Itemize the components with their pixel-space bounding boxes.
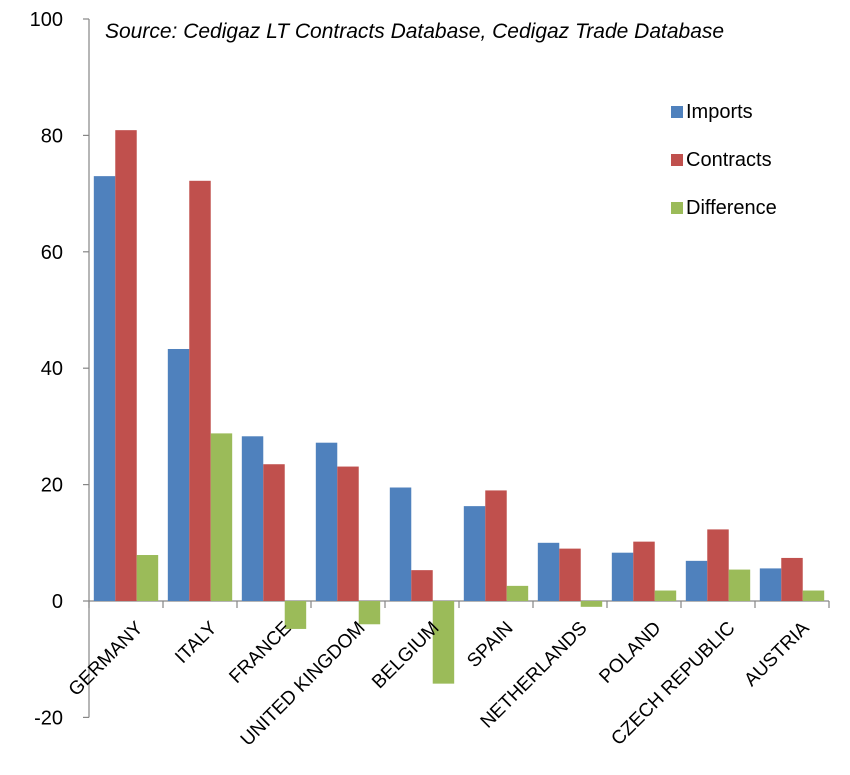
y-tick-label: 20 (41, 475, 63, 497)
bar-imports-spain (463, 506, 486, 601)
x-category-label: FRANCE (225, 618, 295, 688)
bars-layer (93, 130, 825, 684)
bar-contracts-germany (115, 130, 137, 602)
x-category-label: GERMANY (65, 617, 148, 700)
bar-difference-poland (654, 590, 677, 601)
bar-contracts-spain (485, 490, 507, 601)
legend-label-difference: Difference (686, 197, 777, 219)
bar-difference-austria (802, 590, 825, 601)
bar-imports-poland (611, 552, 634, 601)
bar-imports-netherlands (537, 542, 560, 601)
bar-contracts-czech-republic (707, 529, 729, 601)
x-category-label: AUSTRIA (740, 617, 813, 690)
bar-imports-czech-republic (685, 560, 708, 601)
y-tick-label: 100 (30, 9, 63, 31)
bar-contracts-italy (189, 180, 211, 601)
bar-imports-france (241, 436, 264, 601)
bar-contracts-united-kingdom (337, 466, 359, 601)
bar-contracts-netherlands (559, 548, 581, 601)
bar-contracts-belgium (411, 570, 433, 601)
legend-swatch-difference (671, 202, 683, 214)
x-category-label: BELGIUM (368, 618, 443, 693)
bar-difference-france (284, 601, 307, 629)
bar-difference-spain (506, 585, 529, 601)
bar-imports-united-kingdom (315, 442, 338, 601)
y-tick-label: 40 (41, 358, 63, 380)
bar-imports-austria (759, 568, 782, 601)
bar-imports-germany (93, 176, 116, 601)
source-note: Source: Cedigaz LT Contracts Database, C… (105, 20, 724, 43)
bar-difference-germany (136, 555, 159, 601)
legend-label-contracts: Contracts (686, 149, 772, 171)
legend: Imports Contracts Difference (671, 101, 777, 219)
bar-contracts-poland (633, 541, 655, 601)
y-tick-label: 60 (41, 242, 63, 264)
x-category-label: CZECH REPUBLIC (607, 618, 739, 750)
x-category-label: POLAND (595, 618, 665, 688)
bar-contracts-france (263, 464, 285, 601)
bar-difference-italy (210, 433, 233, 601)
bar-difference-united-kingdom (358, 601, 381, 625)
legend-swatch-imports (671, 106, 683, 118)
y-tick-label: -20 (34, 707, 63, 729)
legend-label-imports: Imports (686, 101, 753, 123)
x-category-label: UNITED KINGDOM (237, 618, 370, 751)
bar-imports-italy (167, 348, 190, 601)
y-tick-label: 80 (41, 125, 63, 147)
bar-contracts-austria (781, 557, 803, 601)
legend-swatch-contracts (671, 154, 683, 166)
y-tick-label: 0 (52, 591, 63, 613)
bar-difference-netherlands (580, 601, 603, 607)
x-category-label: SPAIN (463, 618, 517, 672)
bar-difference-czech-republic (728, 569, 751, 601)
bar-difference-belgium (432, 601, 455, 684)
x-category-label: ITALY (171, 617, 221, 667)
bar-imports-belgium (389, 487, 412, 601)
